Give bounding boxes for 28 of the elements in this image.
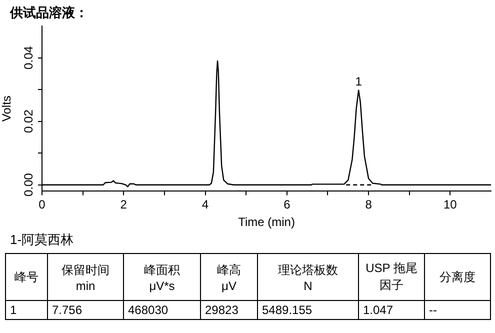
text: 1-阿莫西林 xyxy=(10,231,74,249)
text: 理论塔板数 N xyxy=(258,254,358,300)
y-tick-label: 0.04 xyxy=(21,46,36,70)
x-tick-label: 8 xyxy=(365,198,372,212)
text: 保留时间 min xyxy=(48,254,124,300)
y-tick-label: 0.00 xyxy=(21,172,36,197)
text: USP 拖尾因子 xyxy=(358,254,424,300)
x-tick-label: 0 xyxy=(38,198,46,212)
annotation: 1 xyxy=(355,74,362,88)
x-tick-label: 2 xyxy=(120,198,128,212)
text: 分离度 xyxy=(424,254,490,300)
text: 5489.155 xyxy=(258,300,358,320)
x-tick-label: 4 xyxy=(202,198,209,212)
x-tick-label: 10 xyxy=(444,198,458,212)
y-axis-title: Volts xyxy=(0,96,14,122)
text: 1 xyxy=(6,300,48,320)
text: -- xyxy=(424,300,490,320)
x-tick-label: 6 xyxy=(284,198,291,212)
text: 1.047 xyxy=(358,300,424,320)
text: 峰号 xyxy=(6,254,48,300)
text: 29823 xyxy=(200,300,258,320)
text: 7.756 xyxy=(48,300,124,320)
y-tick-label: 0.02 xyxy=(21,109,36,133)
text: 峰高 μV xyxy=(200,254,258,300)
text: 峰面积 μV*s xyxy=(124,254,200,300)
text: 468030 xyxy=(124,300,200,320)
chart-title: 供试品溶液： xyxy=(10,4,88,22)
x-axis-title: Time (min) xyxy=(238,215,295,230)
